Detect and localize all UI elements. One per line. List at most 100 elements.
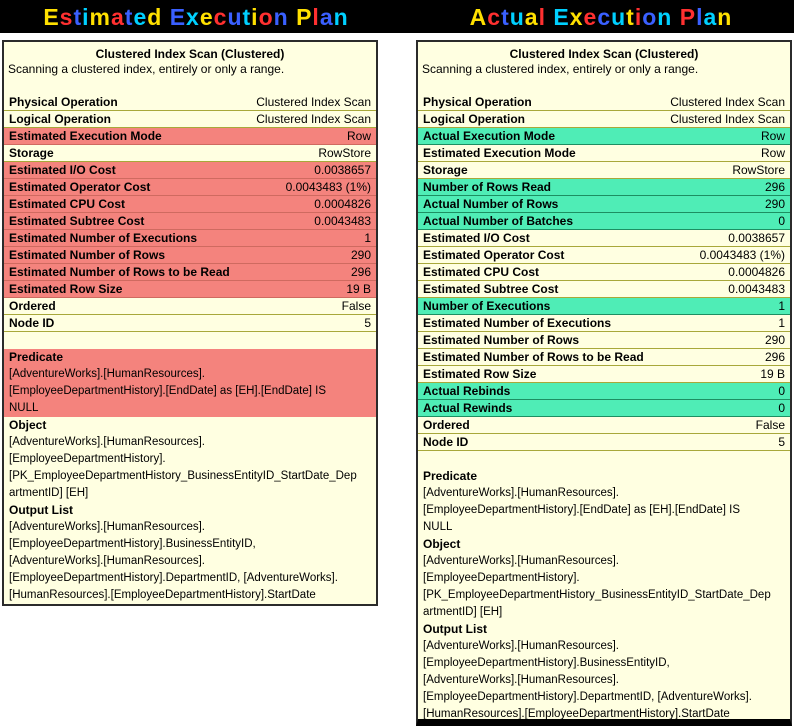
title-character: d [147,4,163,30]
property-label: Physical Operation [9,95,118,109]
actual-plan-tooltip: Clustered Index Scan (Clustered) Scannin… [416,40,792,726]
property-label: Actual Rewinds [423,401,513,415]
property-row: Estimated Number of Rows 290 [4,247,376,264]
property-value: 0 [778,401,785,415]
property-label: Estimated CPU Cost [9,197,126,211]
title-character: a [319,4,334,30]
section-text: [AdventureWorks].[HumanResources]. [Empl… [423,640,752,720]
property-rows: Physical Operation Clustered Index Scan Lo… [418,94,790,451]
property-value: 0.0038657 [728,231,785,245]
property-label: Node ID [423,435,469,449]
title-character: s [59,4,74,30]
property-value: 0 [778,214,785,228]
property-row: Physical Operation Clustered Index Scan [4,94,376,111]
title-character: t [242,4,252,30]
title-character: u [227,4,243,30]
section-text: [AdventureWorks].[HumanResources]. [Empl… [9,521,338,601]
property-label: Ordered [423,418,470,432]
property-label: Logical Operation [423,112,526,126]
property-rows: Physical Operation Clustered Index Scan Lo… [4,94,376,332]
header-bar: Estimated Execution Plan Actual Executio… [0,0,794,33]
section-output-list: Output List [AdventureWorks].[HumanResour… [4,502,376,604]
title-character: n [717,4,733,30]
section-text: [AdventureWorks].[HumanResources]. [Empl… [9,436,357,499]
property-label: Estimated Subtree Cost [423,282,559,296]
section-label: Object [423,537,461,551]
title-character: E [169,4,187,30]
title-character: a [524,4,539,30]
title-character: n [273,4,289,30]
property-label: Estimated Execution Mode [9,129,162,143]
title-character: o [642,4,658,30]
section-text: [AdventureWorks].[HumanResources]. [Empl… [423,487,741,533]
section-label: Output List [9,503,73,517]
property-row: Estimated CPU Cost 0.0004826 [418,264,790,281]
property-value: 0.0043483 (1%) [699,248,785,262]
property-label: Node ID [9,316,55,330]
property-value: 290 [764,197,785,211]
title-character: l [312,4,320,30]
property-label: Number of Rows Read [423,180,552,194]
property-row: Estimated Execution Mode Row [4,128,376,145]
property-row: Actual Execution Mode Row [418,128,790,145]
title-character: t [124,4,134,30]
title-character: t [73,4,83,30]
property-row: Ordered False [418,417,790,434]
property-value: Clustered Index Scan [670,95,785,109]
property-value: Clustered Index Scan [670,112,785,126]
property-value: 0.0038657 [314,163,371,177]
property-value: Row [346,129,371,143]
operator-title: Clustered Index Scan (Clustered) [95,47,285,61]
property-label: Estimated Number of Executions [9,231,198,245]
property-value: 19 B [760,367,785,381]
operator-description: Scanning a clustered index, entirely or … [422,62,699,76]
property-row: Estimated Subtree Cost 0.0043483 [418,281,790,298]
property-row: Logical Operation Clustered Index Scan [4,111,376,128]
property-row: Estimated Row Size 19 B [418,366,790,383]
property-row: Node ID 5 [418,434,790,451]
title-character: o [258,4,274,30]
property-value: 0.0004826 [314,197,371,211]
property-label: Estimated Number of Rows [423,333,580,347]
property-value: Row [760,129,785,143]
property-label: Estimated Row Size [423,367,537,381]
title-character: l [696,4,704,30]
property-value: 296 [350,265,371,279]
property-row: Actual Rebinds 0 [418,383,790,400]
title-character: a [110,4,125,30]
property-value: 5 [364,316,371,330]
property-row: Ordered False [4,298,376,315]
property-row: Actual Rewinds 0 [418,400,790,417]
section-predicate: Predicate [AdventureWorks].[HumanResource… [4,349,376,417]
title-character: A [469,4,488,30]
title-character: m [89,4,111,30]
title-character: a [703,4,718,30]
property-row: Estimated Subtree Cost 0.0043483 [4,213,376,230]
title-character: x [569,4,584,30]
title-character: c [213,4,228,30]
property-label: Estimated Operator Cost [9,180,151,194]
property-label: Estimated Number of Rows to be Read [9,265,230,279]
title-character [289,4,296,30]
title-character: i [82,4,90,30]
section-predicate: Predicate [AdventureWorks].[HumanResource… [418,468,790,536]
property-row: Estimated I/O Cost 0.0038657 [418,230,790,247]
property-label: Estimated I/O Cost [9,163,116,177]
property-value: 296 [764,180,785,194]
title-character: e [133,4,148,30]
section-object: Object [AdventureWorks].[HumanResources].… [4,417,376,502]
property-value: Clustered Index Scan [256,95,371,109]
title-character: e [583,4,598,30]
property-row: Storage RowStore [418,162,790,179]
property-value: 296 [764,350,785,364]
property-label: Storage [423,163,468,177]
property-row: Estimated Number of Rows to be Read 296 [4,264,376,281]
property-row: Estimated Operator Cost 0.0043483 (1%) [4,179,376,196]
section-label: Predicate [9,350,64,364]
title-character: P [679,4,697,30]
property-label: Number of Executions [423,299,551,313]
title-character: i [634,4,643,30]
operator-description: Scanning a clustered index, entirely or … [8,62,285,76]
property-label: Actual Rebinds [423,384,511,398]
property-sections: Predicate [AdventureWorks].[HumanResource… [418,468,790,720]
